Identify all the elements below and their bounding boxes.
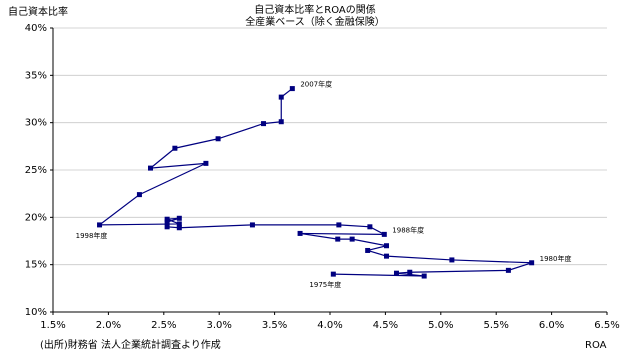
- data-point: [505, 267, 511, 273]
- y-axis-label: 自己資本比率: [8, 5, 68, 18]
- data-point: [297, 230, 303, 236]
- data-point: [136, 192, 142, 198]
- data-point: [172, 145, 178, 151]
- data-point: [176, 225, 182, 231]
- point-label: 1998年度: [76, 231, 108, 240]
- data-point: [289, 86, 295, 92]
- data-point: [148, 165, 154, 171]
- x-axis-label: ROA: [585, 340, 607, 351]
- source-note: (出所)財務省 法人企業統計調査より作成: [40, 338, 221, 351]
- y-tick-label: 20%: [25, 212, 47, 223]
- data-point: [381, 231, 387, 237]
- data-point: [330, 271, 336, 277]
- x-tick-label: 5.0%: [428, 320, 453, 331]
- x-tick-label: 4.0%: [317, 320, 342, 331]
- x-tick-label: 6.5%: [594, 320, 619, 331]
- data-point: [278, 119, 284, 125]
- data-point: [176, 221, 182, 227]
- x-tick-label: 6.0%: [539, 320, 564, 331]
- data-point: [421, 273, 427, 279]
- data-point: [97, 222, 103, 228]
- y-tick-label: 30%: [25, 118, 47, 129]
- data-point: [164, 224, 170, 230]
- data-point: [249, 222, 255, 228]
- y-tick-label: 40%: [25, 23, 47, 34]
- data-point: [261, 121, 267, 127]
- data-point: [215, 136, 221, 142]
- x-tick-label: 5.5%: [483, 320, 508, 331]
- data-point: [384, 243, 390, 249]
- point-label: 1975年度: [309, 280, 341, 289]
- x-tick-label: 1.5%: [40, 320, 65, 331]
- x-tick-label: 4.5%: [373, 320, 398, 331]
- x-tick-label: 2.0%: [96, 320, 121, 331]
- trajectory-line: [97, 88, 532, 277]
- data-point: [449, 257, 455, 263]
- y-tick-label: 25%: [25, 165, 47, 176]
- y-tick-label: 15%: [25, 260, 47, 271]
- x-tick-label: 3.0%: [206, 320, 231, 331]
- data-point: [407, 269, 413, 275]
- x-tick-label: 3.5%: [262, 320, 287, 331]
- point-label: 1988年度: [392, 225, 424, 234]
- data-point: [529, 260, 535, 266]
- data-point: [384, 253, 390, 259]
- data-point: [203, 160, 209, 166]
- chart-title: 自己資本比率とROAの関係: [254, 3, 375, 16]
- data-point: [176, 215, 182, 221]
- data-point: [335, 236, 341, 242]
- data-point: [336, 222, 342, 228]
- data-point: [278, 94, 284, 100]
- data-point: [393, 270, 399, 276]
- data-point: [367, 224, 373, 230]
- data-point: [349, 236, 355, 242]
- point-label: 1980年度: [540, 254, 572, 263]
- y-tick-label: 35%: [25, 70, 47, 81]
- chart-subtitle: 全産業ベース（除く金融保険）: [245, 15, 385, 28]
- data-point: [164, 219, 170, 225]
- y-tick-label: 10%: [25, 307, 47, 318]
- data-point: [164, 216, 170, 222]
- x-tick-label: 2.5%: [151, 320, 176, 331]
- point-label: 2007年度: [300, 80, 332, 89]
- data-point: [365, 247, 371, 253]
